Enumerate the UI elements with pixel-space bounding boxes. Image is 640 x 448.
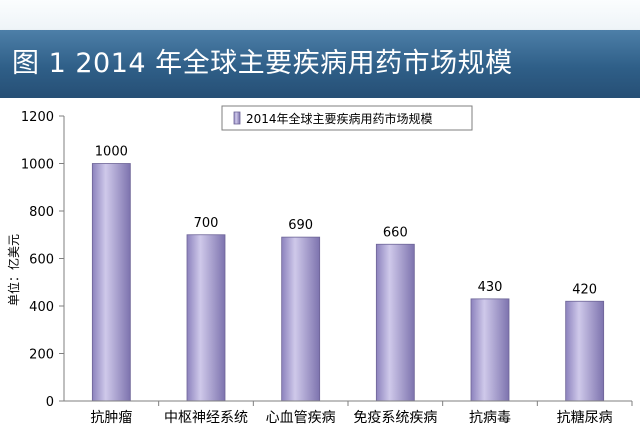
y-axis-title: 单位：亿美元 [6, 234, 21, 306]
bar [470, 298, 510, 402]
y-tick-label: 600 [29, 253, 54, 268]
bar-value-label: 420 [572, 282, 597, 297]
bar [281, 236, 321, 402]
x-axis: 抗肿瘤 中枢神经系统 心血管疾病 免疫系统疾病 抗病毒 抗糖尿病 [64, 400, 633, 426]
bar-value-label: 660 [383, 225, 408, 240]
bar-value-label: 1000 [95, 145, 128, 160]
title-banner: 图 1 2014 年全球主要疾病用药市场规模 [0, 30, 640, 98]
y-tick-label: 200 [29, 348, 54, 363]
bar-value-label: 700 [194, 216, 219, 231]
legend-box [221, 105, 473, 131]
bar-value-label: 430 [478, 280, 503, 295]
x-tick-label: 抗肿瘤 [90, 409, 132, 426]
y-axis: 0 200 400 600 800 1000 1200 [21, 110, 65, 410]
bar [375, 243, 415, 402]
bar [91, 163, 131, 402]
y-tick-label: 1200 [21, 110, 54, 125]
legend-swatch [233, 111, 241, 125]
y-tick-label: 400 [29, 300, 54, 315]
top-background [0, 0, 640, 30]
x-tick-label: 抗糖尿病 [557, 410, 613, 426]
legend: 2014年全球主要疾病用药市场规模 [221, 105, 473, 131]
bar [186, 234, 226, 402]
x-tick-label: 中枢神经系统 [164, 410, 248, 426]
x-tick-label: 免疫系统疾病 [353, 410, 437, 426]
y-tick-label: 1000 [21, 158, 54, 173]
bar-chart: 0 200 400 600 800 1000 1200 1000 700 690 660 430 42… [6, 105, 633, 426]
x-tick-label: 抗病毒 [469, 410, 511, 426]
data-labels: 1000 700 690 660 430 420 [95, 145, 597, 298]
bar [565, 300, 605, 402]
bars [91, 163, 605, 402]
y-tick-label: 800 [29, 205, 54, 220]
chart-area: 0 200 400 600 800 1000 1200 1000 700 690 660 430 42… [0, 98, 640, 444]
legend-label: 2014年全球主要疾病用药市场规模 [246, 111, 433, 126]
x-tick-label: 心血管疾病 [266, 410, 336, 426]
bar-value-label: 690 [288, 218, 313, 233]
page-title: 图 1 2014 年全球主要疾病用药市场规模 [12, 48, 513, 79]
y-tick-label: 0 [46, 395, 54, 410]
